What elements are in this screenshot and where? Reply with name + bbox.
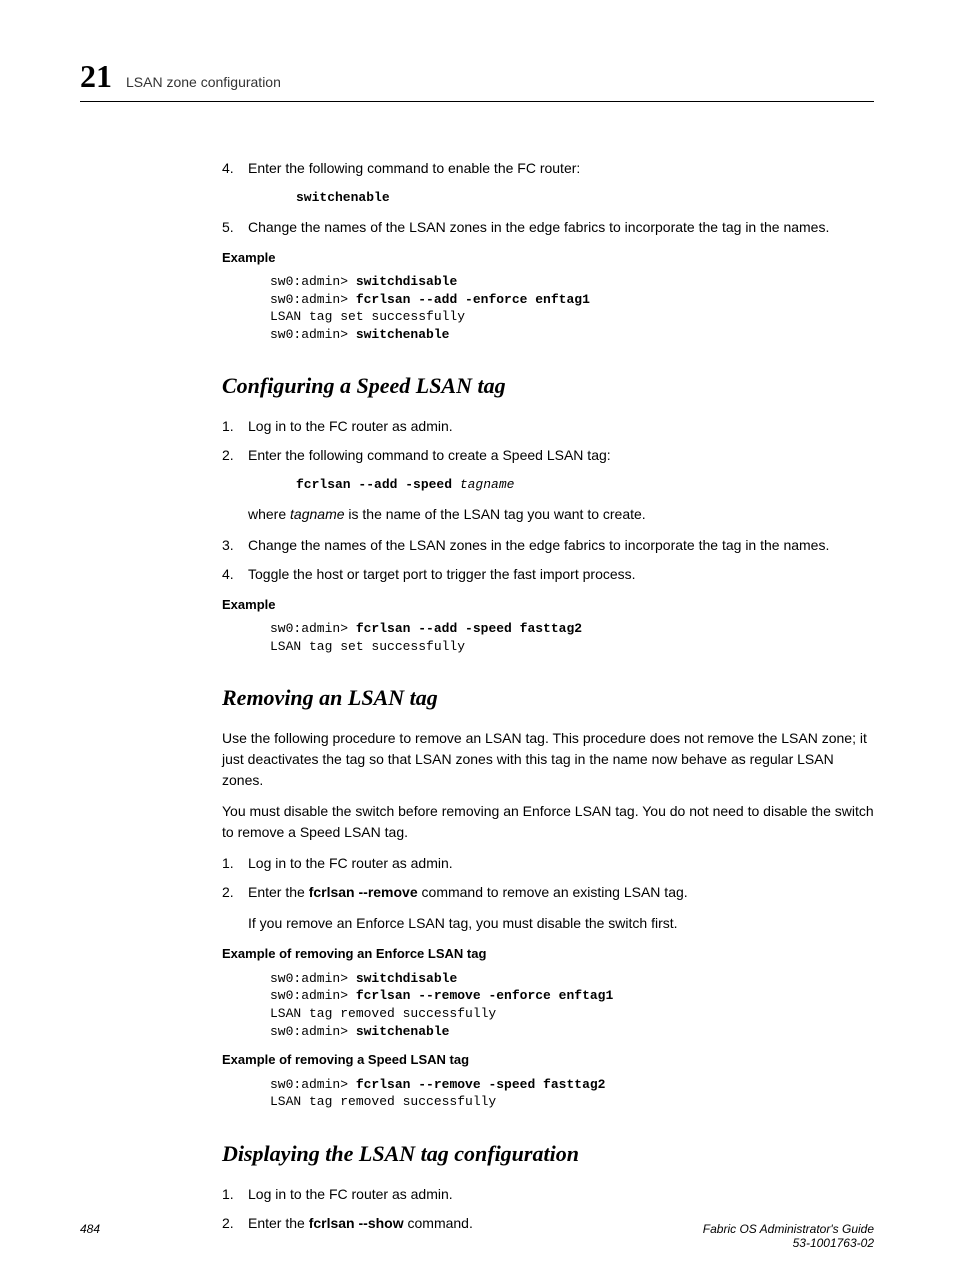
footer-right: Fabric OS Administrator's Guide 53-10017…	[703, 1222, 874, 1250]
bold-text: fcrlsan --remove	[309, 884, 418, 900]
list-item: 1. Log in to the FC router as admin.	[222, 1184, 874, 1205]
section-heading: Removing an LSAN tag	[222, 681, 874, 714]
code-bold: fcrlsan --add -speed	[296, 477, 460, 492]
step-number: 1.	[222, 853, 248, 874]
code-prompt: sw0:admin>	[270, 988, 356, 1003]
page-content: 4. Enter the following command to enable…	[222, 158, 874, 1234]
step-list: 3. Change the names of the LSAN zones in…	[222, 535, 874, 585]
code-prompt: sw0:admin>	[270, 292, 356, 307]
text: command to remove an existing LSAN tag.	[418, 884, 688, 900]
code-bold: switchdisable	[356, 274, 457, 289]
page-footer: 484 Fabric OS Administrator's Guide 53-1…	[80, 1222, 874, 1250]
code-block: sw0:admin> switchdisable sw0:admin> fcrl…	[270, 273, 874, 343]
step-text: Enter the fcrlsan --remove command to re…	[248, 882, 874, 903]
step-number: 1.	[222, 416, 248, 437]
section-heading: Configuring a Speed LSAN tag	[222, 369, 874, 402]
code-prompt: sw0:admin>	[270, 327, 356, 342]
section-heading: Displaying the LSAN tag configuration	[222, 1137, 874, 1170]
example-label: Example of removing an Enforce LSAN tag	[222, 944, 874, 964]
doc-id: 53-1001763-02	[793, 1236, 874, 1250]
step-number: 2.	[222, 882, 248, 903]
code-output: LSAN tag removed successfully	[270, 1094, 496, 1109]
code-bold: switchdisable	[356, 971, 457, 986]
header-title: LSAN zone configuration	[126, 74, 281, 90]
step-number: 5.	[222, 217, 248, 238]
code-bold: fcrlsan --remove -speed fasttag2	[356, 1077, 606, 1092]
step-list: 4. Enter the following command to enable…	[222, 158, 874, 179]
code-output: LSAN tag removed successfully	[270, 1006, 496, 1021]
step-text: Enter the following command to enable th…	[248, 158, 874, 179]
code-block: sw0:admin> fcrlsan --add -speed fasttag2…	[270, 620, 874, 655]
code-bold: switchenable	[356, 327, 450, 342]
doc-title: Fabric OS Administrator's Guide	[703, 1222, 874, 1236]
paragraph: If you remove an Enforce LSAN tag, you m…	[248, 913, 874, 934]
example-label: Example	[222, 595, 874, 615]
page-header: 21 LSAN zone configuration	[80, 58, 874, 102]
code-italic: tagname	[460, 477, 515, 492]
step-number: 3.	[222, 535, 248, 556]
list-item: 2. Enter the following command to create…	[222, 445, 874, 466]
step-list: 1. Log in to the FC router as admin. 2. …	[222, 416, 874, 466]
code-bold: fcrlsan --remove -enforce enftag1	[356, 988, 613, 1003]
code-block: fcrlsan --add -speed tagname	[296, 476, 874, 494]
paragraph: where tagname is the name of the LSAN ta…	[248, 504, 874, 525]
step-text: Change the names of the LSAN zones in th…	[248, 535, 874, 556]
text: Enter the	[248, 884, 309, 900]
code-output: LSAN tag set successfully	[270, 639, 465, 654]
code-prompt: sw0:admin>	[270, 1024, 356, 1039]
list-item: 4. Enter the following command to enable…	[222, 158, 874, 179]
code-block: sw0:admin> switchdisable sw0:admin> fcrl…	[270, 970, 874, 1040]
step-text: Change the names of the LSAN zones in th…	[248, 217, 874, 238]
list-item: 1. Log in to the FC router as admin.	[222, 853, 874, 874]
list-item: 5. Change the names of the LSAN zones in…	[222, 217, 874, 238]
step-number: 4.	[222, 564, 248, 585]
step-list: 5. Change the names of the LSAN zones in…	[222, 217, 874, 238]
list-item: 4. Toggle the host or target port to tri…	[222, 564, 874, 585]
code-block: switchenable	[296, 189, 874, 207]
code-bold: switchenable	[356, 1024, 450, 1039]
code-prompt: sw0:admin>	[270, 274, 356, 289]
code-bold: switchenable	[296, 190, 390, 205]
example-label: Example	[222, 248, 874, 268]
code-bold: fcrlsan --add -speed fasttag2	[356, 621, 582, 636]
code-prompt: sw0:admin>	[270, 621, 356, 636]
list-item: 2. Enter the fcrlsan --remove command to…	[222, 882, 874, 903]
step-text: Toggle the host or target port to trigge…	[248, 564, 874, 585]
italic-text: tagname	[290, 506, 344, 522]
paragraph: Use the following procedure to remove an…	[222, 728, 874, 791]
code-block: sw0:admin> fcrlsan --remove -speed fastt…	[270, 1076, 874, 1111]
code-bold: fcrlsan --add -enforce enftag1	[356, 292, 590, 307]
step-number: 1.	[222, 1184, 248, 1205]
step-text: Log in to the FC router as admin.	[248, 416, 874, 437]
chapter-number: 21	[80, 58, 112, 95]
text: where	[248, 506, 290, 522]
text: is the name of the LSAN tag you want to …	[345, 506, 646, 522]
step-number: 2.	[222, 445, 248, 466]
page-number: 484	[80, 1222, 100, 1250]
example-label: Example of removing a Speed LSAN tag	[222, 1050, 874, 1070]
document-page: 21 LSAN zone configuration 4. Enter the …	[0, 0, 954, 1284]
paragraph: You must disable the switch before remov…	[222, 801, 874, 843]
step-text: Log in to the FC router as admin.	[248, 853, 874, 874]
step-text: Enter the following command to create a …	[248, 445, 874, 466]
step-text: Log in to the FC router as admin.	[248, 1184, 874, 1205]
code-prompt: sw0:admin>	[270, 971, 356, 986]
code-output: LSAN tag set successfully	[270, 309, 465, 324]
list-item: 1. Log in to the FC router as admin.	[222, 416, 874, 437]
step-number: 4.	[222, 158, 248, 179]
code-prompt: sw0:admin>	[270, 1077, 356, 1092]
list-item: 3. Change the names of the LSAN zones in…	[222, 535, 874, 556]
step-list: 1. Log in to the FC router as admin. 2. …	[222, 853, 874, 903]
